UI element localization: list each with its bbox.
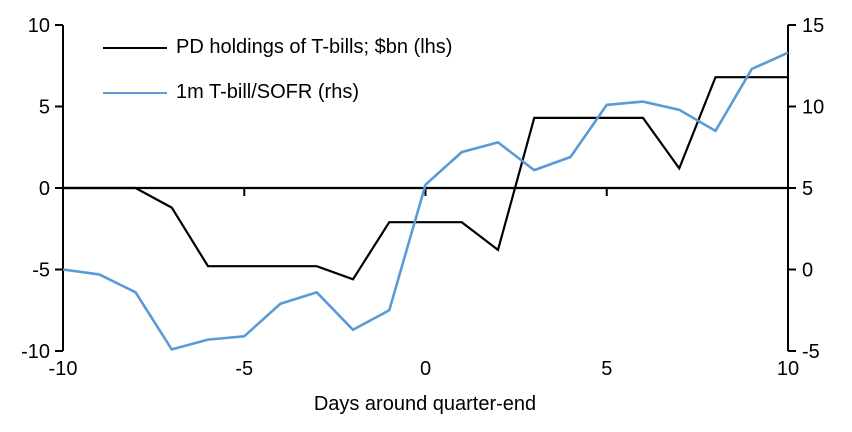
right-axis-tick-label: 15: [802, 15, 824, 37]
x-axis-tick-label: 0: [420, 358, 431, 380]
right-axis-tick-label: 0: [802, 260, 813, 282]
left-axis-tick-label: -5: [32, 260, 50, 282]
right-axis-tick-label: 10: [802, 97, 824, 119]
x-axis-tick-label: -5: [235, 358, 253, 380]
left-axis-tick-label: 10: [28, 15, 50, 37]
legend-item-sofr: 1m T-bill/SOFR (rhs): [103, 81, 452, 104]
left-axis-tick-label: 5: [39, 97, 50, 119]
legend-item-pd-holdings: PD holdings of T-bills; $bn (lhs): [103, 36, 452, 59]
series-line-tbill-sofr: [62, 51, 789, 351]
x-axis-tick-label: -10: [49, 358, 78, 380]
right-axis-tick-label: -5: [802, 341, 820, 363]
legend-label: PD holdings of T-bills; $bn (lhs): [176, 36, 453, 58]
x-axis-tick-label: 10: [777, 358, 799, 380]
x-axis-title: Days around quarter-end: [313, 393, 537, 415]
legend: PD holdings of T-bills; $bn (lhs) 1m T-b…: [103, 36, 452, 126]
legend-line-sample-blue: [103, 91, 167, 94]
legend-label: 1m T-bill/SOFR (rhs): [176, 81, 359, 103]
left-axis-tick-label: -10: [21, 341, 50, 363]
series-line-pd-holdings: [63, 76, 788, 281]
right-axis-tick-label: 5: [802, 178, 813, 200]
left-axis-tick-label: 0: [39, 178, 50, 200]
legend-line-sample-black: [103, 46, 167, 49]
x-axis-tick-label: 5: [601, 358, 612, 380]
